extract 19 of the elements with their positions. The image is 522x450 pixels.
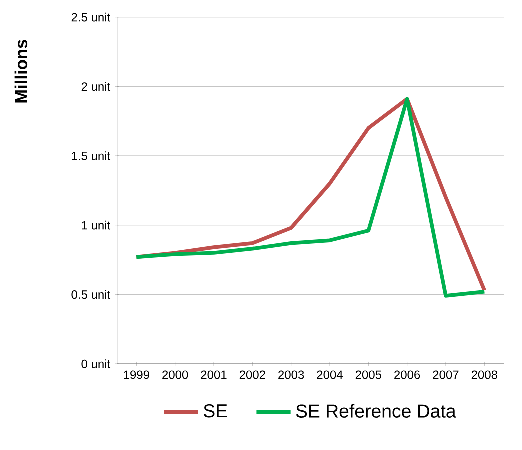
x-tick-label: 1999 [124,370,150,380]
x-tick-label: 2004 [317,370,343,380]
x-tick-label: 2000 [162,370,188,380]
y-tick-label: 0.5 unit [72,290,111,300]
x-tick-label: 2005 [356,370,382,380]
y-tick-label: 1 unit [82,220,111,230]
x-tick-label: 2007 [433,370,459,380]
x-tick-label: 2002 [240,370,266,380]
y-tick-label: 2.5 unit [72,12,111,22]
legend-label: SE [204,404,228,418]
y-tick-label: 1.5 unit [72,152,111,160]
x-tick-label: 2001 [201,370,227,380]
x-tick-label: 2003 [278,370,304,380]
y-tick-label: 2 unit [82,82,111,92]
x-tick-label: 2008 [472,370,498,380]
x-tick-label: 2006 [394,370,420,380]
y-axis-title: Millions [14,40,28,103]
y-tick-label: 0 unit [82,360,111,368]
legend-label: SE Reference Data [296,404,456,418]
